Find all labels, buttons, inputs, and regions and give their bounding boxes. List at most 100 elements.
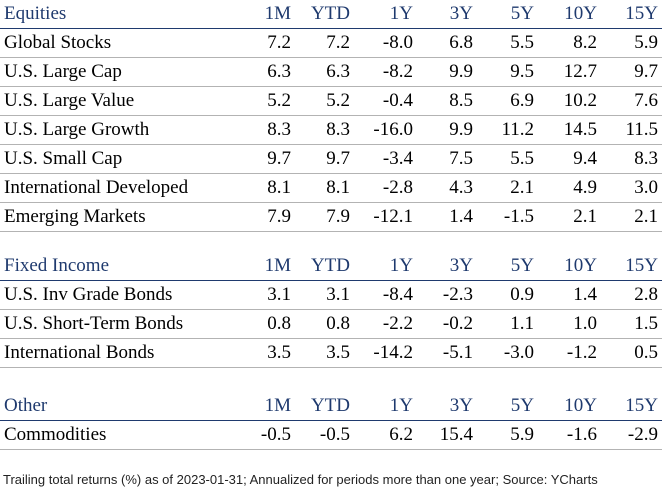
table-row: U.S. Large Growth 8.3 8.3 -16.0 9.9 11.2 14.5 1…: [0, 116, 662, 145]
asset-class-name: U.S. Short-Term Bonds: [4, 313, 184, 334]
column-header: 1M: [264, 255, 291, 276]
return-value: -0.2: [442, 313, 473, 334]
section-title: Equities: [4, 3, 67, 24]
return-value: 7.2: [326, 32, 350, 53]
return-value: 0.8: [326, 313, 350, 334]
return-value: -2.2: [382, 313, 413, 334]
return-value: 7.6: [634, 90, 658, 111]
table-row: U.S. Inv Grade Bonds 3.1 3.1 -8.4 -2.3 0.9 1.4…: [0, 281, 662, 310]
return-value: 2.1: [634, 206, 658, 227]
table-row: International Developed 8.1 8.1 -2.8 4.3 2.1 4…: [0, 174, 662, 203]
return-value: 1.0: [573, 313, 597, 334]
table-row: U.S. Large Value 5.2 5.2 -0.4 8.5 6.9 10.2 7.6: [0, 87, 662, 116]
return-value: 9.7: [326, 148, 350, 169]
return-value: 6.3: [267, 61, 291, 82]
return-value: -3.0: [503, 342, 534, 363]
return-value: -2.8: [382, 177, 413, 198]
return-value: 8.2: [573, 32, 597, 53]
table-row: International Bonds 3.5 3.5 -14.2 -5.1 -3.0 -1…: [0, 339, 662, 368]
return-value: 9.9: [449, 119, 473, 140]
return-value: 4.9: [573, 177, 597, 198]
return-value: 5.2: [267, 90, 291, 111]
asset-class-name: International Bonds: [4, 342, 155, 363]
return-value: 0.5: [634, 342, 658, 363]
section-0: Equities 1M YTD 1Y 3Y 5Y 10Y 15Y Global Stocks 7.…: [0, 0, 662, 232]
return-value: -1.5: [503, 206, 534, 227]
section-header: Fixed Income 1M YTD 1Y 3Y 5Y 10Y 15Y: [0, 252, 662, 281]
column-header: 15Y: [625, 3, 658, 24]
return-value: 6.9: [510, 90, 534, 111]
return-value: 12.7: [563, 61, 597, 82]
column-header: 1Y: [389, 395, 413, 416]
column-header: 1M: [264, 3, 291, 24]
return-value: 7.5: [449, 148, 473, 169]
return-value: 1.1: [510, 313, 534, 334]
return-value: 5.9: [510, 424, 534, 445]
return-value: 10.2: [563, 90, 597, 111]
return-value: 14.5: [563, 119, 597, 140]
return-value: 0.9: [510, 284, 534, 305]
return-value: -8.4: [382, 284, 413, 305]
return-value: 3.5: [326, 342, 350, 363]
column-header: 15Y: [625, 395, 658, 416]
column-header: YTD: [310, 395, 350, 416]
column-header: 3Y: [449, 255, 473, 276]
column-header: 5Y: [510, 3, 534, 24]
return-value: 7.2: [267, 32, 291, 53]
table-row: Global Stocks 7.2 7.2 -8.0 6.8 5.5 8.2 5.9: [0, 29, 662, 58]
return-value: 2.1: [510, 177, 534, 198]
return-value: 6.3: [326, 61, 350, 82]
return-value: 1.4: [449, 206, 473, 227]
return-value: -1.2: [566, 342, 597, 363]
column-header: 5Y: [510, 255, 534, 276]
return-value: -2.3: [442, 284, 473, 305]
return-value: 7.9: [326, 206, 350, 227]
return-value: 9.7: [634, 61, 658, 82]
return-value: 8.3: [267, 119, 291, 140]
return-value: 2.1: [573, 206, 597, 227]
return-value: 2.8: [634, 284, 658, 305]
return-value: 5.5: [510, 32, 534, 53]
return-value: -5.1: [442, 342, 473, 363]
section-1: Fixed Income 1M YTD 1Y 3Y 5Y 10Y 15Y U.S. Inv Gr…: [0, 252, 662, 368]
return-value: -8.0: [382, 32, 413, 53]
return-value: 3.0: [634, 177, 658, 198]
section-title: Fixed Income: [4, 255, 110, 276]
return-value: -14.2: [373, 342, 413, 363]
table-row: U.S. Small Cap 9.7 9.7 -3.4 7.5 5.5 9.4 8.3: [0, 145, 662, 174]
return-value: 8.1: [326, 177, 350, 198]
return-value: 0.8: [267, 313, 291, 334]
return-value: 1.4: [573, 284, 597, 305]
return-value: -16.0: [373, 119, 413, 140]
return-value: 6.8: [449, 32, 473, 53]
footnote: Trailing total returns (%) as of 2023-01…: [3, 472, 598, 487]
return-value: 7.9: [267, 206, 291, 227]
column-header: 10Y: [564, 395, 597, 416]
return-value: 4.3: [449, 177, 473, 198]
return-value: 9.7: [267, 148, 291, 169]
table-row: Emerging Markets 7.9 7.9 -12.1 1.4 -1.5 2.1 2.1: [0, 203, 662, 232]
return-value: 5.9: [634, 32, 658, 53]
return-value: 1.5: [634, 313, 658, 334]
asset-class-name: U.S. Small Cap: [4, 148, 123, 169]
asset-class-name: International Developed: [4, 177, 189, 198]
column-header: 1Y: [389, 255, 413, 276]
column-header: 15Y: [625, 255, 658, 276]
table-row: Commodities -0.5 -0.5 6.2 15.4 5.9 -1.6 -2.9: [0, 421, 662, 450]
return-value: -12.1: [373, 206, 413, 227]
return-value: 11.5: [625, 119, 658, 140]
return-value: -0.4: [382, 90, 413, 111]
return-value: 6.2: [389, 424, 413, 445]
return-value: 8.1: [267, 177, 291, 198]
asset-class-name: Global Stocks: [4, 32, 112, 53]
asset-class-name: Commodities: [4, 424, 107, 445]
return-value: 8.3: [634, 148, 658, 169]
return-value: 8.5: [449, 90, 473, 111]
column-header: 1Y: [389, 3, 413, 24]
return-value: -2.9: [627, 424, 658, 445]
asset-class-name: U.S. Large Cap: [4, 61, 122, 82]
return-value: -3.4: [382, 148, 413, 169]
table-row: U.S. Large Cap 6.3 6.3 -8.2 9.9 9.5 12.7 9.7: [0, 58, 662, 87]
return-value: -0.5: [319, 424, 350, 445]
return-value: -1.6: [566, 424, 597, 445]
